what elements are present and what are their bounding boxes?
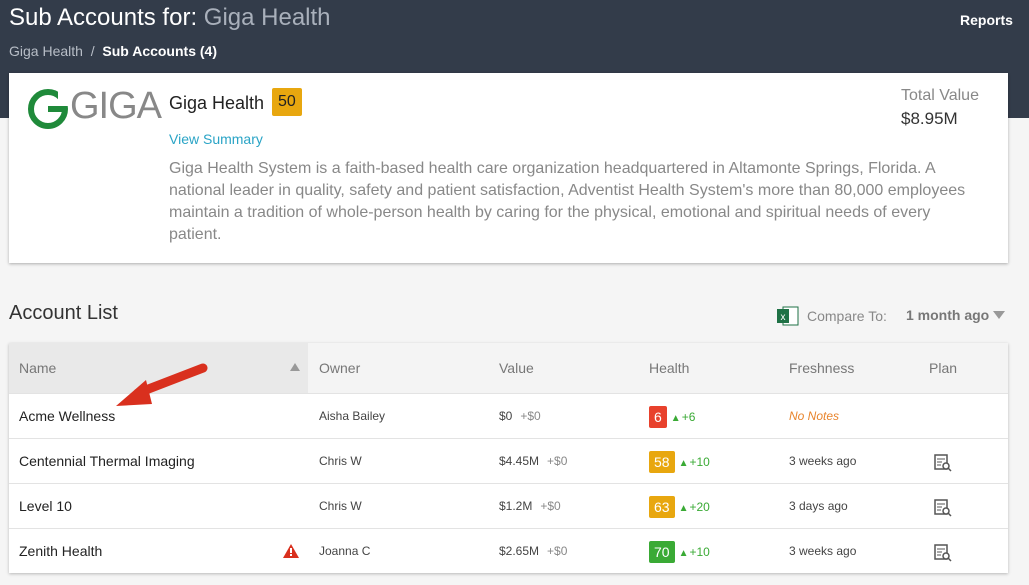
logo-icon bbox=[28, 89, 68, 129]
value-change: +$0 bbox=[520, 409, 541, 423]
value-cell: $4.45M +$0 bbox=[499, 439, 567, 484]
value-change: +$0 bbox=[547, 454, 568, 468]
account-table: Name Owner Value Health Freshness Plan Acme We… bbox=[9, 343, 1008, 573]
account-score: 50 bbox=[272, 88, 302, 116]
column-header: Freshness bbox=[789, 360, 855, 376]
value: $4.45M bbox=[499, 454, 540, 468]
value: $2.65M bbox=[499, 544, 540, 558]
health-change: +20 bbox=[689, 500, 710, 514]
value: $1.2M bbox=[499, 499, 533, 513]
table-row: Level 10 Chris W $1.2M +$0 63 ▲+20 3 days ago bbox=[9, 483, 1008, 528]
breadcrumb-current: Sub Accounts (4) bbox=[102, 43, 217, 59]
list-title: Account List bbox=[9, 302, 118, 324]
column-header: Health bbox=[649, 360, 690, 376]
value-cell: $2.65M +$0 bbox=[499, 529, 567, 574]
health-cell: 58 ▲+10 bbox=[649, 439, 710, 484]
reports-link[interactable]: Reports bbox=[960, 12, 1013, 28]
plan-icon[interactable] bbox=[934, 544, 952, 562]
account-name-link[interactable]: Zenith Health bbox=[19, 543, 103, 559]
plan-icon[interactable] bbox=[934, 454, 952, 472]
dropdown-caret bbox=[993, 311, 1005, 319]
account-name-link[interactable]: Centennial Thermal Imaging bbox=[19, 453, 195, 469]
health-score: 63 bbox=[649, 495, 675, 518]
sort-arrow bbox=[290, 363, 300, 371]
freshness: 3 weeks ago bbox=[789, 544, 857, 558]
table-row: Centennial Thermal Imaging Chris W $4.45M +… bbox=[9, 438, 1008, 483]
account-name-link[interactable]: Level 10 bbox=[19, 498, 72, 514]
health-cell: 6 ▲+6 bbox=[649, 394, 695, 439]
column-header: Value bbox=[499, 360, 534, 376]
column-header: Owner bbox=[319, 360, 361, 376]
logo-text: GIGA bbox=[70, 85, 162, 127]
value-change: +$0 bbox=[540, 499, 561, 513]
value-cell: $1.2M +$0 bbox=[499, 484, 561, 529]
title-account: Giga Health bbox=[203, 4, 331, 31]
health-cell: 70 ▲+10 bbox=[649, 529, 710, 574]
freshness: No Notes bbox=[789, 409, 840, 423]
svg-text:x: x bbox=[781, 312, 786, 323]
owner: Joanna C bbox=[319, 544, 371, 558]
owner: Chris W bbox=[319, 499, 362, 513]
health-score: 58 bbox=[649, 450, 675, 473]
account-name: Giga Health bbox=[169, 93, 265, 113]
owner: Aisha Bailey bbox=[319, 409, 386, 423]
plan-icon[interactable] bbox=[934, 499, 952, 517]
page-title: Sub Accounts for: Giga Health bbox=[9, 4, 331, 32]
view-summary-link[interactable]: View Summary bbox=[169, 131, 263, 147]
total-value-label: Total Value bbox=[901, 87, 979, 104]
warning-icon bbox=[283, 544, 299, 558]
freshness: 3 days ago bbox=[789, 499, 848, 513]
health-score: 6 bbox=[649, 405, 667, 428]
title-prefix: Sub Accounts for: bbox=[9, 4, 198, 31]
value-cell: $0 +$0 bbox=[499, 394, 541, 439]
health-up-arrow: ▲ bbox=[678, 548, 689, 559]
health-change: +10 bbox=[689, 545, 710, 559]
freshness: 3 weeks ago bbox=[789, 454, 857, 468]
breadcrumb: Giga Health / Sub Accounts (4) bbox=[9, 43, 217, 59]
owner: Chris W bbox=[319, 454, 362, 468]
value-change: +$0 bbox=[547, 544, 568, 558]
health-cell: 63 ▲+20 bbox=[649, 484, 710, 529]
health-change: +10 bbox=[689, 455, 710, 469]
column-header: Plan bbox=[929, 360, 958, 376]
total-value: $8.95M bbox=[901, 109, 958, 128]
health-up-arrow: ▲ bbox=[678, 458, 689, 469]
column-header: Name bbox=[19, 360, 57, 376]
health-up-arrow: ▲ bbox=[678, 503, 689, 514]
annotation-arrow bbox=[116, 363, 208, 406]
breadcrumb-link[interactable]: Giga Health bbox=[9, 43, 83, 59]
table-row: Acme Wellness Aisha Bailey $0 +$0 6 ▲+6 No Not… bbox=[9, 393, 1008, 438]
excel-icon[interactable]: x bbox=[777, 305, 799, 327]
account-description: Giga Health System is a faith-based heal… bbox=[169, 160, 966, 243]
compare-label: Compare To: bbox=[807, 308, 887, 324]
account-card: GIGA Giga Health 50 View Summary Giga He… bbox=[9, 73, 1008, 263]
account-name-link[interactable]: Acme Wellness bbox=[19, 408, 116, 424]
table-row: Zenith Health Joanna C $2.65M +$0 70 ▲+10 3 we… bbox=[9, 528, 1008, 573]
compare-dropdown[interactable]: 1 month ago bbox=[906, 307, 990, 323]
value: $0 bbox=[499, 409, 513, 423]
health-change: +6 bbox=[681, 410, 696, 424]
health-up-arrow: ▲ bbox=[670, 413, 681, 424]
health-score: 70 bbox=[649, 540, 675, 563]
